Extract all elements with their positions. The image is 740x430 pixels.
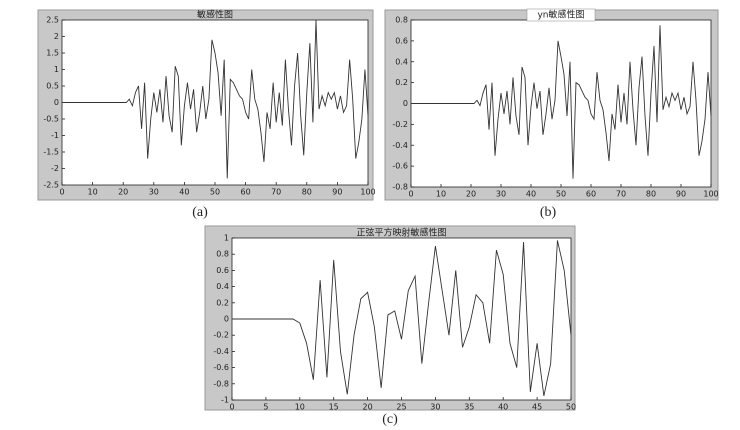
x-tick-label: 40 xyxy=(498,403,508,412)
y-tick-label: 1 xyxy=(54,65,59,74)
y-tick-label: -2.5 xyxy=(43,181,59,190)
x-tick-label: 80 xyxy=(302,188,312,197)
x-tick-label: 15 xyxy=(329,403,339,412)
y-tick-label: 0.4 xyxy=(216,282,229,291)
x-tick-label: 10 xyxy=(88,188,98,197)
x-tick-label: 35 xyxy=(464,403,474,412)
y-tick-label: 0 xyxy=(403,99,408,108)
x-tick-label: 30 xyxy=(430,403,440,412)
x-tick-label: 45 xyxy=(532,403,542,412)
x-tick-label: 0 xyxy=(408,190,413,199)
x-tick-label: 30 xyxy=(149,188,159,197)
x-tick-label: 5 xyxy=(263,403,268,412)
y-tick-label: -1.5 xyxy=(43,148,59,157)
y-tick-label: 2 xyxy=(54,32,59,41)
x-tick-label: 50 xyxy=(556,190,566,199)
y-tick-label: -0.2 xyxy=(213,331,229,340)
x-tick-label: 0 xyxy=(59,188,64,197)
y-tick-label: 0.2 xyxy=(395,78,408,87)
y-tick-label: -0.2 xyxy=(392,120,408,129)
x-tick-label: 50 xyxy=(566,403,576,412)
caption: (a) xyxy=(192,205,208,220)
y-tick-label: 0.4 xyxy=(395,57,408,66)
x-tick-label: 0 xyxy=(229,403,234,412)
y-tick-label: -0.4 xyxy=(392,141,408,150)
y-tick-label: -0.6 xyxy=(213,363,229,372)
y-tick-label: -1 xyxy=(51,131,59,140)
y-tick-label: -0.6 xyxy=(392,162,408,171)
x-tick-label: 20 xyxy=(466,190,476,199)
x-tick-label: 40 xyxy=(526,190,536,199)
data-line xyxy=(62,19,369,179)
y-tick-label: 0.8 xyxy=(395,16,408,25)
x-tick-label: 50 xyxy=(210,188,220,197)
y-tick-label: -2 xyxy=(51,164,59,173)
y-tick-label: 0.5 xyxy=(46,82,59,91)
x-tick-label: 40 xyxy=(179,188,189,197)
x-tick-label: 10 xyxy=(436,190,446,199)
y-tick-label: -0.8 xyxy=(392,183,408,192)
y-tick-label: 0.2 xyxy=(216,298,229,307)
x-tick-label: 20 xyxy=(363,403,373,412)
y-tick-label: 0.8 xyxy=(216,250,229,259)
y-tick-label: 0.6 xyxy=(395,36,408,45)
x-tick-label: 30 xyxy=(496,190,506,199)
caption: (c) xyxy=(382,412,398,427)
y-tick-label: -0.5 xyxy=(43,115,59,124)
x-tick-label: 100 xyxy=(360,188,375,197)
y-tick-label: 0 xyxy=(224,315,229,324)
x-tick-label: 60 xyxy=(241,188,251,197)
x-tick-label: 90 xyxy=(332,188,342,197)
chart-title: 敏感性图 xyxy=(197,9,233,21)
x-tick-label: 70 xyxy=(616,190,626,199)
y-tick-label: -0.8 xyxy=(213,379,229,388)
y-tick-label: 0 xyxy=(54,98,59,107)
y-tick-label: -1 xyxy=(221,396,229,405)
x-tick-label: 25 xyxy=(396,403,406,412)
caption: (b) xyxy=(540,205,557,220)
data-line xyxy=(411,25,712,179)
title-box xyxy=(526,8,596,22)
x-tick-label: 20 xyxy=(118,188,128,197)
data-line xyxy=(232,240,572,397)
x-tick-label: 100 xyxy=(703,190,718,199)
x-tick-label: 90 xyxy=(676,190,686,199)
y-tick-label: 2.5 xyxy=(46,16,59,25)
chart-title: yn敏感性图 xyxy=(537,9,584,21)
x-tick-label: 70 xyxy=(271,188,281,197)
x-tick-label: 10 xyxy=(295,403,305,412)
x-tick-label: 80 xyxy=(646,190,656,199)
y-tick-label: -0.4 xyxy=(213,347,229,356)
chart-title: 正弦平方映射敏感性图 xyxy=(356,227,446,239)
x-tick-label: 60 xyxy=(586,190,596,199)
y-tick-label: 1.5 xyxy=(46,49,59,58)
y-tick-label: 0.6 xyxy=(216,266,229,275)
y-tick-label: 1 xyxy=(224,234,229,243)
